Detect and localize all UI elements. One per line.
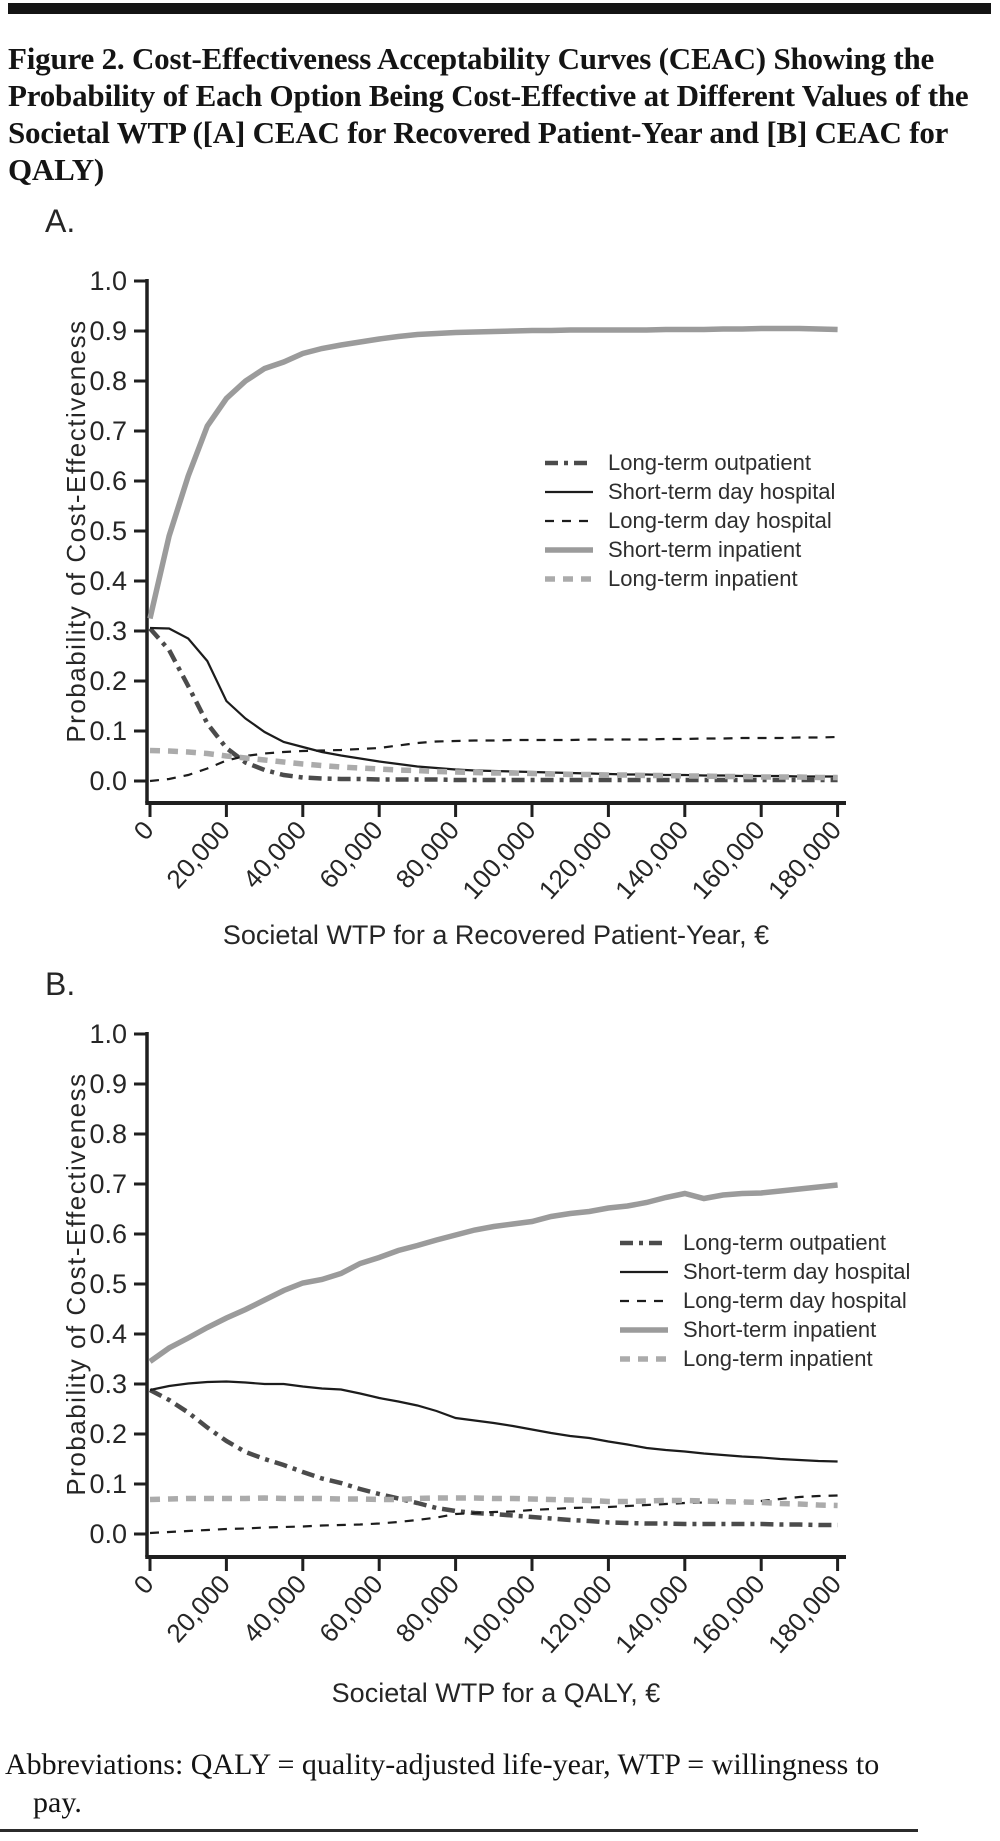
y-tick-label: 0.8 bbox=[89, 366, 127, 396]
legend-line-sample bbox=[545, 490, 593, 493]
y-tick-label: 0.0 bbox=[89, 766, 127, 796]
legend-line-sample bbox=[545, 519, 593, 522]
chart-a-x-axis-title: Societal WTP for a Recovered Patient-Yea… bbox=[222, 920, 770, 950]
series-long-term-inpatient bbox=[149, 1495, 838, 1509]
series-long-term-inpatient bbox=[149, 747, 838, 781]
chart-b-legend: Long-term outpatient Short-term day hospi… bbox=[619, 1228, 910, 1373]
x-tick-label: 0 bbox=[127, 1569, 159, 1600]
series-long-term-outpatient bbox=[148, 1388, 838, 1528]
abbreviations-line-2: pay. bbox=[33, 1786, 82, 1819]
legend-label: Long-term inpatient bbox=[683, 1345, 873, 1371]
y-tick-label: 0.1 bbox=[89, 716, 127, 746]
x-tick-label: 160,000 bbox=[685, 815, 770, 905]
x-tick-label: 140,000 bbox=[609, 1569, 694, 1659]
x-tick-label: 80,000 bbox=[390, 815, 466, 894]
x-tick-label: 180,000 bbox=[762, 815, 847, 905]
panel-a-label: A. bbox=[45, 203, 76, 239]
figure-title: Figure 2. Cost-Effectiveness Acceptabili… bbox=[8, 41, 969, 187]
legend-item-short-term-day-hospital: Short-term day hospital bbox=[544, 477, 835, 506]
top-rule bbox=[8, 3, 991, 14]
legend-label: Long-term day hospital bbox=[683, 1287, 907, 1313]
y-tick-label: 0.6 bbox=[89, 466, 127, 496]
x-tick-label: 120,000 bbox=[533, 1569, 618, 1659]
x-tick-label: 60,000 bbox=[313, 815, 389, 894]
x-tick-label: 20,000 bbox=[160, 815, 236, 894]
panel-b-label: B. bbox=[45, 966, 76, 1002]
y-tick-label: 0.9 bbox=[89, 316, 127, 346]
legend-item-long-term-inpatient: Long-term inpatient bbox=[619, 1344, 910, 1373]
legend-line-sample bbox=[545, 575, 593, 582]
x-tick-label: 60,000 bbox=[313, 1569, 389, 1648]
legend-line-sample bbox=[545, 546, 593, 553]
y-tick-label: 0.1 bbox=[89, 1469, 127, 1499]
x-tick-label: 160,000 bbox=[685, 1569, 770, 1659]
y-tick-label: 0.7 bbox=[89, 1169, 127, 1199]
y-tick-label: 0.4 bbox=[89, 1319, 127, 1349]
chart-a-y-axis-title: Probability of Cost-Effectiveness bbox=[61, 319, 91, 743]
legend-item-short-term-inpatient: Short-term inpatient bbox=[619, 1315, 910, 1344]
y-tick-label: 0.3 bbox=[89, 1369, 127, 1399]
y-tick-label: 1.0 bbox=[89, 1019, 127, 1049]
legend-label: Long-term day hospital bbox=[608, 507, 832, 533]
legend-line-sample bbox=[545, 460, 593, 465]
y-tick-label: 0.8 bbox=[89, 1119, 127, 1149]
series-short-term-inpatient bbox=[148, 1182, 838, 1364]
y-tick-label: 0.9 bbox=[89, 1069, 127, 1099]
series-long-term-day-hospital bbox=[149, 1494, 838, 1535]
legend-item-short-term-inpatient: Short-term inpatient bbox=[544, 535, 835, 564]
legend-label: Long-term inpatient bbox=[608, 565, 798, 591]
legend-item-long-term-inpatient: Long-term inpatient bbox=[544, 564, 835, 593]
chart-a-legend: Long-term outpatient Short-term day hospi… bbox=[544, 448, 835, 593]
y-tick-label: 0.2 bbox=[89, 1419, 127, 1449]
series-short-term-day-hospital bbox=[149, 1380, 838, 1463]
x-tick-label: 0 bbox=[127, 815, 159, 846]
series-long-term-outpatient bbox=[148, 627, 838, 783]
legend-label: Long-term outpatient bbox=[683, 1229, 887, 1255]
x-tick-label: 100,000 bbox=[456, 1569, 541, 1659]
series-long-term-day-hospital bbox=[149, 735, 838, 783]
y-tick-label: 1.0 bbox=[89, 266, 127, 296]
x-tick-label: 140,000 bbox=[609, 815, 694, 905]
legend-label: Short-term day hospital bbox=[608, 478, 836, 504]
legend-line-sample bbox=[620, 1355, 668, 1362]
x-tick-label: 100,000 bbox=[456, 815, 541, 905]
x-tick-label: 80,000 bbox=[390, 1569, 466, 1648]
legend-label: Short-term day hospital bbox=[683, 1258, 911, 1284]
x-tick-label: 40,000 bbox=[237, 815, 313, 894]
x-tick-label: 20,000 bbox=[160, 1569, 236, 1648]
series-short-term-inpatient bbox=[147, 325, 838, 620]
legend-item-long-term-day-hospital: Long-term day hospital bbox=[544, 506, 835, 535]
legend-line-sample bbox=[620, 1299, 668, 1302]
chart-b-y-axis-title: Probability of Cost-Effectiveness bbox=[61, 1072, 91, 1496]
legend-line-sample bbox=[620, 1240, 668, 1245]
y-tick-label: 0.0 bbox=[89, 1519, 127, 1549]
x-tick-label: 40,000 bbox=[237, 1569, 313, 1648]
y-tick-label: 0.5 bbox=[89, 1269, 127, 1299]
legend-label: Long-term outpatient bbox=[608, 449, 812, 475]
legend-item-long-term-outpatient: Long-term outpatient bbox=[544, 448, 835, 477]
bottom-rule bbox=[0, 1829, 918, 1832]
x-tick-label: 120,000 bbox=[533, 815, 618, 905]
legend-item-short-term-day-hospital: Short-term day hospital bbox=[619, 1257, 910, 1286]
y-tick-label: 0.6 bbox=[89, 1219, 127, 1249]
y-tick-label: 0.5 bbox=[89, 516, 127, 546]
x-tick-label: 180,000 bbox=[762, 1569, 847, 1659]
legend-line-sample bbox=[620, 1326, 668, 1333]
legend-item-long-term-outpatient: Long-term outpatient bbox=[619, 1228, 910, 1257]
y-tick-label: 0.7 bbox=[89, 416, 127, 446]
legend-item-long-term-day-hospital: Long-term day hospital bbox=[619, 1286, 910, 1315]
y-tick-label: 0.4 bbox=[89, 566, 127, 596]
legend-line-sample bbox=[620, 1270, 668, 1273]
y-tick-label: 0.3 bbox=[89, 616, 127, 646]
abbreviations-note: Abbreviations: QALY = quality-adjusted l… bbox=[5, 1746, 990, 1822]
chart-b-x-axis-title: Societal WTP for a QALY, € bbox=[331, 1678, 661, 1708]
abbreviations-line-1: Abbreviations: QALY = quality-adjusted l… bbox=[5, 1748, 880, 1781]
legend-label: Short-term inpatient bbox=[608, 536, 802, 562]
legend-label: Short-term inpatient bbox=[683, 1316, 877, 1342]
y-tick-label: 0.2 bbox=[89, 666, 127, 696]
